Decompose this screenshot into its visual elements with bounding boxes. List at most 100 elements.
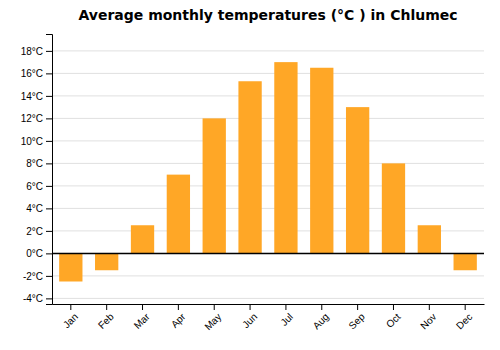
bar xyxy=(238,81,261,253)
x-tick-mark xyxy=(178,304,179,310)
x-tick-label: Oct xyxy=(384,311,403,330)
x-tick-mark xyxy=(70,304,71,310)
x-tick-label: Sep xyxy=(346,311,367,332)
bar xyxy=(310,68,333,254)
x-tick-label: Feb xyxy=(96,311,116,331)
y-tick-label: -4°C xyxy=(23,293,43,304)
marks xyxy=(52,62,484,281)
chart: -4°C -2°C 0°C 2°C 4°C 6°C 8°C 10°C 12°C 14°C 16°C 1… xyxy=(0,0,500,350)
grid-line xyxy=(52,298,484,299)
x-tick: Aug xyxy=(311,304,331,331)
y-tick-mark xyxy=(46,208,52,209)
grid-line xyxy=(52,208,484,209)
y-tick: -2°C xyxy=(23,271,52,282)
x-tick-mark xyxy=(465,304,466,310)
y-tick-label: 0°C xyxy=(26,248,43,259)
y-tick: 16°C xyxy=(21,68,52,79)
x-tick-mark xyxy=(429,304,430,310)
x-tick-mark xyxy=(106,304,107,310)
grid-line xyxy=(52,73,484,74)
x-tick: Jul xyxy=(278,304,295,328)
y-tick-label: 18°C xyxy=(21,46,43,57)
x-tick-label: Jun xyxy=(240,311,259,330)
y-tick-label: 8°C xyxy=(26,158,43,169)
x-tick-mark xyxy=(321,304,322,310)
bar xyxy=(454,253,477,270)
y-tick-mark xyxy=(46,231,52,232)
y-tick-mark xyxy=(46,276,52,277)
grid-line xyxy=(52,50,484,51)
x-tick-mark xyxy=(285,304,286,310)
grid-line xyxy=(52,253,484,254)
grid-line xyxy=(52,163,484,164)
y-tick-label: 6°C xyxy=(26,181,43,192)
x-tick: Feb xyxy=(96,304,116,331)
x-tick: Nov xyxy=(418,304,438,331)
x-tick-label: Dec xyxy=(454,311,474,331)
y-tick-label: 12°C xyxy=(21,113,43,124)
x-tick: Sep xyxy=(346,304,367,331)
y-tick-label: 14°C xyxy=(21,91,43,102)
y-axis: -4°C -2°C 0°C 2°C 4°C 6°C 8°C 10°C 12°C 14°C 16°C 1… xyxy=(21,35,53,305)
x-tick: Dec xyxy=(454,304,474,331)
bar xyxy=(346,107,369,253)
grid-line xyxy=(52,140,484,141)
grid-line xyxy=(52,185,484,186)
grid xyxy=(52,51,484,299)
bar xyxy=(131,225,154,253)
y-tick-mark xyxy=(46,163,52,164)
y-tick: -4°C xyxy=(23,293,52,304)
y-tick: 18°C xyxy=(21,46,52,57)
y-tick-mark xyxy=(46,51,52,52)
bar xyxy=(167,175,190,254)
y-tick-mark xyxy=(46,141,52,142)
x-tick: Apr xyxy=(169,304,188,330)
y-tick-mark xyxy=(46,186,52,187)
x-tick: Jan xyxy=(61,304,80,330)
y-tick: 14°C xyxy=(21,91,52,102)
y-tick: 8°C xyxy=(26,158,52,169)
x-tick-label: Jul xyxy=(278,311,295,328)
x-tick: Oct xyxy=(384,304,403,330)
x-tick: Mar xyxy=(132,304,152,331)
title: Average monthly temperatures (°C ) in Ch… xyxy=(78,7,457,23)
x-tick-label: May xyxy=(202,311,223,332)
x-tick: May xyxy=(202,304,223,332)
x-axis-line xyxy=(53,304,485,305)
x-tick-label: Apr xyxy=(169,311,188,330)
bar xyxy=(274,62,297,253)
x-tick-mark xyxy=(357,304,358,310)
bar xyxy=(203,118,226,253)
plot: -4°C -2°C 0°C 2°C 4°C 6°C 8°C 10°C 12°C 14°C 16°C 1… xyxy=(21,35,485,333)
y-tick-label: 2°C xyxy=(26,226,43,237)
grid-line xyxy=(52,275,484,276)
grid-line xyxy=(52,118,484,119)
y-tick-label: -2°C xyxy=(23,271,43,282)
y-tick-label: 10°C xyxy=(21,136,43,147)
y-tick: 0°C xyxy=(26,248,52,259)
x-tick-label: Aug xyxy=(311,311,331,331)
x-tick-label: Mar xyxy=(132,311,152,331)
bar xyxy=(382,163,405,253)
y-tick-mark xyxy=(46,298,52,299)
zero-line xyxy=(52,253,484,255)
y-tick-mark xyxy=(46,73,52,74)
x-axis: Jan Feb Mar Apr May Jun Jul Aug Sep Oct Nov Dec xyxy=(53,304,485,332)
y-tick-mark xyxy=(46,96,52,97)
y-tick-label: 4°C xyxy=(26,203,43,214)
bar xyxy=(95,253,118,270)
x-tick-mark xyxy=(393,304,394,310)
x-tick-mark xyxy=(250,304,251,310)
y-tick: 10°C xyxy=(21,136,52,147)
y-tick: 6°C xyxy=(26,181,52,192)
y-tick: 4°C xyxy=(26,203,52,214)
x-tick: Jun xyxy=(240,304,259,330)
y-tick-label: 16°C xyxy=(21,68,43,79)
bar xyxy=(418,225,441,253)
x-tick-mark xyxy=(214,304,215,310)
y-tick-mark xyxy=(46,118,52,119)
y-tick: 2°C xyxy=(26,226,52,237)
x-tick-mark xyxy=(142,304,143,310)
x-tick-label: Nov xyxy=(418,311,438,331)
y-tick-mark xyxy=(46,253,52,254)
